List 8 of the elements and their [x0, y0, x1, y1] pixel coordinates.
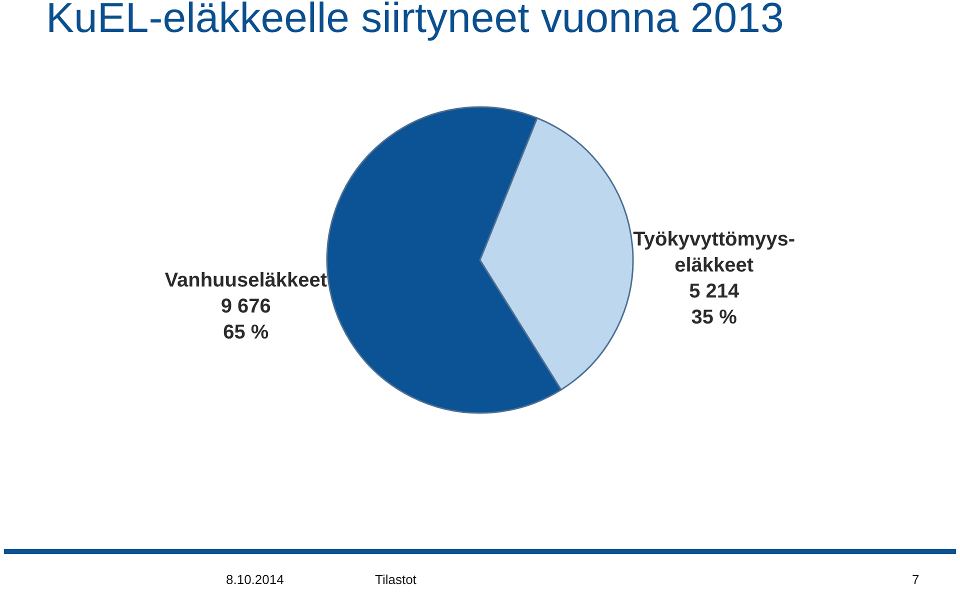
chart-title: KuEL-eläkkeelle siirtyneet vuonna 2013 [46, 0, 784, 42]
slice-label: Vanhuuseläkkeet [164, 270, 328, 292]
text: 7 [912, 572, 920, 587]
text: 8.10.2014 [226, 572, 284, 587]
data-label: 5 214 35 % [689, 280, 740, 328]
slice-label: Työkyvyttömyys-eläkkeet [633, 228, 796, 276]
data-label: 9 676 65 % [220, 296, 271, 344]
text: Tilastot [375, 572, 416, 587]
